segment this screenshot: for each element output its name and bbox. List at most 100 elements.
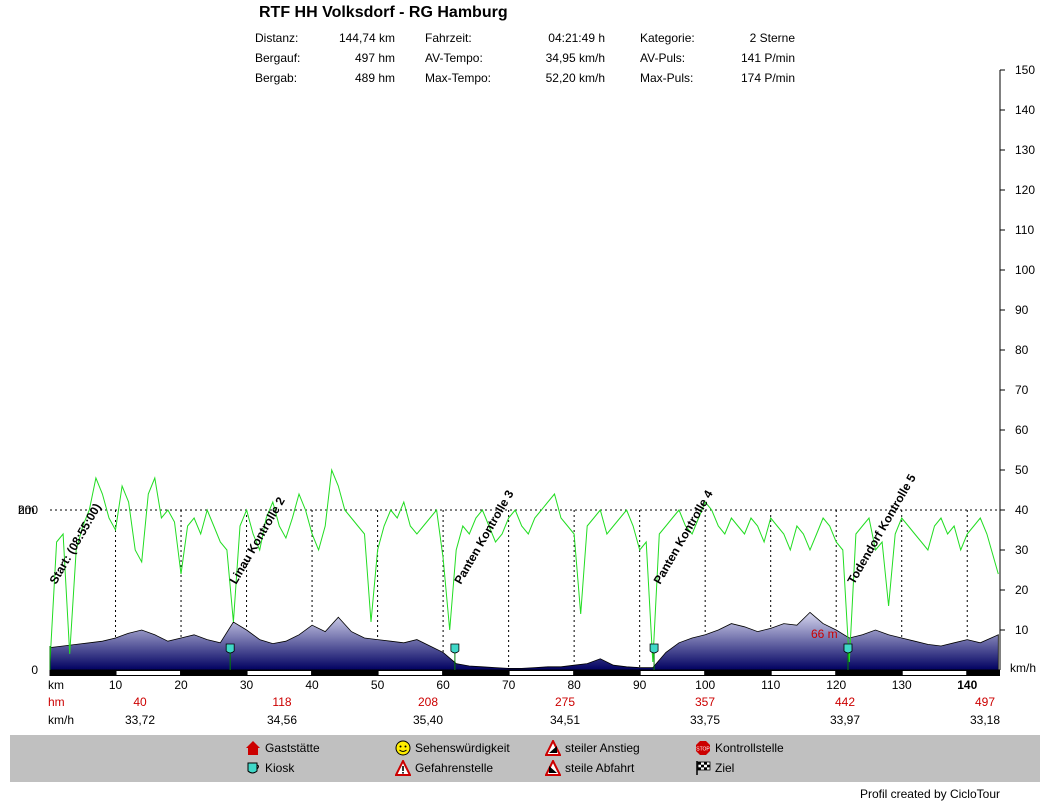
max-elevation-label: 66 m bbox=[811, 627, 838, 641]
km-scale-segment bbox=[444, 671, 508, 675]
row-label-kmh: km/h bbox=[48, 713, 74, 727]
sehenswuerdigkeit-icon bbox=[395, 740, 411, 756]
x-tick-label: 130 bbox=[892, 678, 912, 692]
stat-kategorie-label: Kategorie: bbox=[640, 31, 695, 45]
waypoint-label: Panten Kontrolle 4 bbox=[651, 487, 716, 586]
y-left-axis-label: hm bbox=[18, 503, 35, 517]
waypoint-label: Todendorf Kontrolle 5 bbox=[844, 471, 919, 586]
stat-avpuls-value: 141 P/min bbox=[740, 51, 795, 65]
gaststaette-icon bbox=[246, 741, 260, 755]
km-scale-segment bbox=[837, 671, 901, 675]
km-scale-segment bbox=[313, 671, 377, 675]
waypoint-label: Linau Kontrolle 2 bbox=[227, 494, 288, 586]
x-tick-label: 140 bbox=[957, 678, 977, 692]
chart-title: RTF HH Volksdorf - RG Hamburg bbox=[259, 4, 508, 21]
ziel-icon bbox=[696, 761, 711, 775]
x-tick-label: 60 bbox=[436, 678, 450, 692]
stat-bergauf-label: Bergauf: bbox=[255, 51, 301, 65]
stat-avtempo-value: 34,95 km/h bbox=[545, 51, 605, 65]
x-tick-label: 110 bbox=[761, 678, 780, 692]
km-scale-segment bbox=[182, 671, 246, 675]
stat-maxpuls-value: 174 P/min bbox=[740, 71, 795, 85]
x-tick-label: 120 bbox=[826, 678, 846, 692]
speed-line bbox=[49, 468, 999, 663]
legend-label: Gefahrenstelle bbox=[415, 761, 494, 775]
km-scale-segment bbox=[51, 671, 115, 675]
stat-fahrzeit-value: 04:21:49 h bbox=[548, 31, 605, 45]
y-right-tick-label: 100 bbox=[1015, 263, 1035, 277]
y-right-tick-label: 120 bbox=[1015, 183, 1035, 197]
km-scale-segment bbox=[771, 671, 836, 675]
x-tick-label: 70 bbox=[502, 678, 516, 692]
legend-label: Kiosk bbox=[265, 761, 295, 775]
x-tick-label: 20 bbox=[174, 678, 188, 692]
steile-abfahrt-icon bbox=[545, 760, 561, 776]
y-right-tick-label: 10 bbox=[1015, 623, 1029, 637]
legend-label: Gaststätte bbox=[265, 741, 320, 755]
y-right-tick-label: 40 bbox=[1015, 503, 1029, 517]
y-right-tick-label: 90 bbox=[1015, 303, 1029, 317]
km-scale-segment bbox=[247, 671, 312, 675]
y-right-tick-label: 20 bbox=[1015, 583, 1029, 597]
hm-value: 275 bbox=[555, 695, 575, 709]
credit-text: Profil created by CicloTour bbox=[859, 787, 1000, 801]
hm-value: 442 bbox=[835, 695, 855, 709]
km-scale-segment bbox=[640, 671, 705, 675]
kiosk-icon bbox=[247, 762, 259, 774]
kmh-value: 33,97 bbox=[830, 713, 860, 727]
stat-kategorie-value: 2 Sterne bbox=[749, 31, 795, 45]
x-tick-label: 90 bbox=[633, 678, 647, 692]
kmh-value: 34,51 bbox=[550, 713, 580, 727]
legend: Gaststätte Kiosk Sehenswürdigkeit Gefahr… bbox=[10, 735, 1040, 782]
km-scale-segment bbox=[378, 671, 443, 675]
kmh-value: 35,40 bbox=[413, 713, 443, 727]
stat-maxtempo-label: Max-Tempo: bbox=[425, 71, 492, 85]
kmh-value: 33,18 bbox=[970, 713, 1000, 727]
y-right-tick-label: 80 bbox=[1015, 343, 1029, 357]
elevation-speed-chart: 10 20 30 40 50 60 70 80 90 100 110 120 130 140 150 0 200… bbox=[18, 63, 1036, 727]
stat-avpuls-label: AV-Puls: bbox=[640, 51, 686, 65]
stat-bergauf-value: 497 hm bbox=[354, 51, 395, 65]
y-right-tick-label: 50 bbox=[1015, 463, 1029, 477]
stat-avtempo-label: AV-Tempo: bbox=[425, 51, 483, 65]
x-tick-label: 30 bbox=[240, 678, 254, 692]
kontrollstelle-icon: STOP bbox=[696, 741, 710, 755]
hm-value: 497 bbox=[975, 695, 995, 709]
row-label-km: km bbox=[48, 678, 64, 692]
x-tick-label: 80 bbox=[567, 678, 581, 692]
legend-label: steiler Anstieg bbox=[565, 741, 640, 755]
km-scale-segment bbox=[902, 671, 967, 675]
hm-value: 357 bbox=[695, 695, 715, 709]
y-right-axis-label: km/h bbox=[1010, 661, 1036, 675]
svg-text:STOP: STOP bbox=[696, 747, 710, 753]
kiosk-icon bbox=[843, 643, 853, 654]
stat-bergab-value: 489 hm bbox=[354, 71, 395, 85]
y-right-tick-label: 150 bbox=[1015, 63, 1035, 77]
km-scale-segment bbox=[116, 671, 181, 675]
kiosk-icon bbox=[450, 643, 460, 654]
stat-fahrzeit-label: Fahrzeit: bbox=[425, 31, 472, 45]
x-tick-label: 10 bbox=[109, 678, 123, 692]
kmh-value: 34,56 bbox=[267, 713, 297, 727]
waypoint-label: Panten Kontrolle 3 bbox=[451, 487, 516, 586]
hm-value: 208 bbox=[418, 695, 438, 709]
y-left-tick-label: 0 bbox=[31, 663, 38, 677]
stat-maxtempo-value: 52,20 km/h bbox=[545, 71, 605, 85]
y-right-tick-label: 70 bbox=[1015, 383, 1029, 397]
km-scale-segment bbox=[706, 671, 770, 675]
row-label-hm: hm bbox=[48, 695, 65, 709]
legend-label: Ziel bbox=[715, 761, 735, 775]
y-right-tick-label: 130 bbox=[1015, 143, 1035, 157]
legend-label: Sehenswürdigkeit bbox=[415, 741, 510, 755]
kiosk-icon bbox=[225, 643, 235, 654]
steiler-anstieg-icon bbox=[545, 740, 561, 756]
gefahrenstelle-icon bbox=[395, 760, 411, 776]
legend-label: steile Abfahrt bbox=[565, 761, 635, 775]
kmh-value: 33,72 bbox=[125, 713, 155, 727]
elevation-area bbox=[49, 611, 999, 671]
legend-label: Kontrollstelle bbox=[715, 741, 784, 755]
y-right-tick-label: 140 bbox=[1015, 103, 1035, 117]
y-right-tick-label: 110 bbox=[1015, 223, 1034, 237]
kmh-value: 33,75 bbox=[690, 713, 720, 727]
y-right-tick-label: 30 bbox=[1015, 543, 1029, 557]
